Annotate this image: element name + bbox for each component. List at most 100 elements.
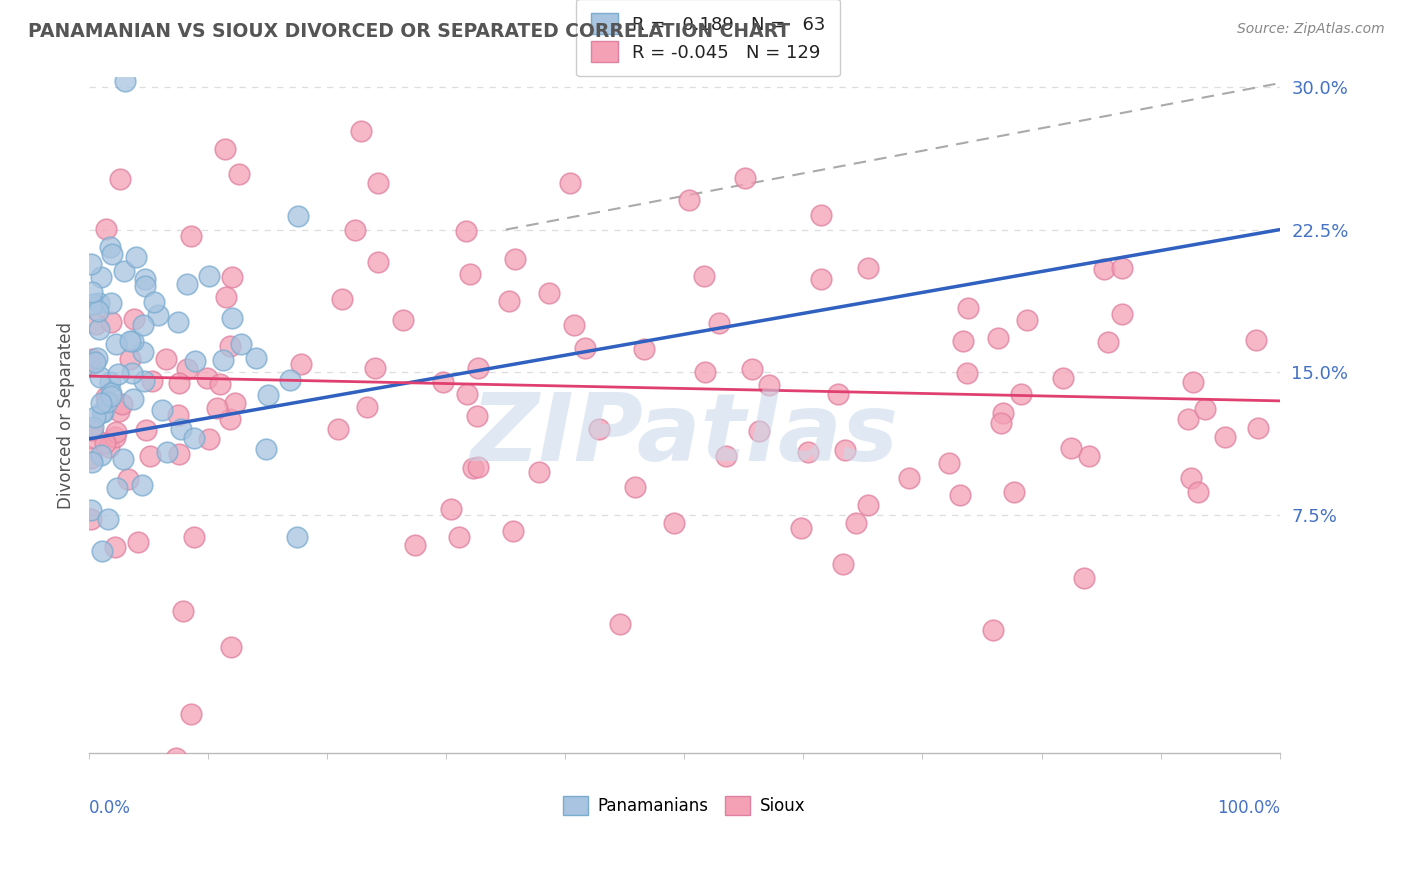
Point (209, 377, 232, 392)
Point (134, 272, 156, 286)
Point (180, 706, 202, 721)
Point (80, 455, 103, 469)
Point (90, 270, 112, 285)
Point (1187, 485, 1209, 500)
Point (98, 240, 121, 254)
Point (80, 285, 103, 299)
Point (981, 623, 1004, 637)
Point (537, 285, 560, 300)
Point (219, 640, 242, 654)
Point (287, 209, 309, 223)
Point (609, 616, 631, 631)
Point (343, 223, 366, 237)
Text: 0.0%: 0.0% (89, 798, 131, 817)
Text: 100.0%: 100.0% (1216, 798, 1279, 817)
Point (205, 401, 228, 416)
Point (1052, 371, 1074, 385)
Point (94, 221, 117, 235)
Point (108, 404, 131, 418)
Point (404, 538, 426, 552)
Point (176, 362, 198, 376)
Point (167, 315, 190, 329)
Point (218, 339, 240, 353)
Point (845, 516, 868, 530)
Point (132, 374, 155, 388)
Point (184, 353, 207, 368)
Point (285, 530, 308, 544)
Point (100, 389, 122, 403)
Point (695, 365, 717, 379)
Point (111, 452, 134, 467)
Point (183, 530, 205, 544)
Point (156, 445, 179, 459)
Point (714, 449, 737, 463)
Point (633, 342, 655, 356)
Point (1111, 307, 1133, 321)
Point (254, 442, 277, 456)
Point (990, 416, 1012, 430)
Point (734, 170, 756, 185)
Point (789, 521, 811, 535)
Point (127, 535, 149, 549)
Point (142, 295, 165, 310)
Point (82, 423, 104, 437)
Point (80, 357, 103, 371)
Point (952, 334, 974, 349)
Point (195, 371, 218, 385)
Point (1097, 335, 1119, 350)
Point (664, 516, 686, 530)
Point (1017, 313, 1039, 327)
Point (90, 448, 112, 462)
Point (741, 362, 763, 376)
Point (87, 304, 110, 318)
Point (1094, 261, 1116, 276)
Point (118, 352, 141, 367)
Point (176, 277, 198, 292)
Point (1177, 412, 1199, 426)
Point (117, 472, 139, 486)
Point (141, 374, 163, 388)
Point (118, 334, 141, 348)
Point (797, 445, 820, 459)
Point (80, 352, 103, 367)
Point (86, 351, 108, 365)
Point (132, 318, 155, 332)
Point (326, 422, 349, 436)
Point (125, 250, 148, 264)
Point (827, 386, 849, 401)
Point (1180, 471, 1202, 485)
Point (91, 405, 114, 419)
Point (198, 432, 221, 446)
Point (1073, 571, 1095, 585)
Point (167, 408, 190, 422)
Point (224, 396, 246, 410)
Point (135, 423, 157, 437)
Point (80, 451, 103, 466)
Point (212, 353, 235, 368)
Point (467, 459, 489, 474)
Point (1215, 429, 1237, 443)
Point (104, 540, 127, 554)
Point (107, 367, 129, 381)
Text: ZIPatlas: ZIPatlas (470, 390, 898, 482)
Point (278, 373, 301, 387)
Point (121, 392, 143, 406)
Point (463, 460, 485, 475)
Point (467, 361, 489, 376)
Point (856, 499, 879, 513)
Point (155, 351, 177, 366)
Point (167, 447, 190, 461)
Point (290, 357, 312, 371)
Point (214, 142, 236, 156)
Point (747, 424, 769, 438)
Point (96, 390, 118, 404)
Point (858, 260, 880, 275)
Point (98, 375, 121, 389)
Point (623, 480, 645, 494)
Point (104, 425, 127, 440)
Point (122, 311, 145, 326)
Point (82, 297, 104, 311)
Point (100, 314, 122, 328)
Point (101, 247, 124, 261)
Point (91, 405, 114, 419)
